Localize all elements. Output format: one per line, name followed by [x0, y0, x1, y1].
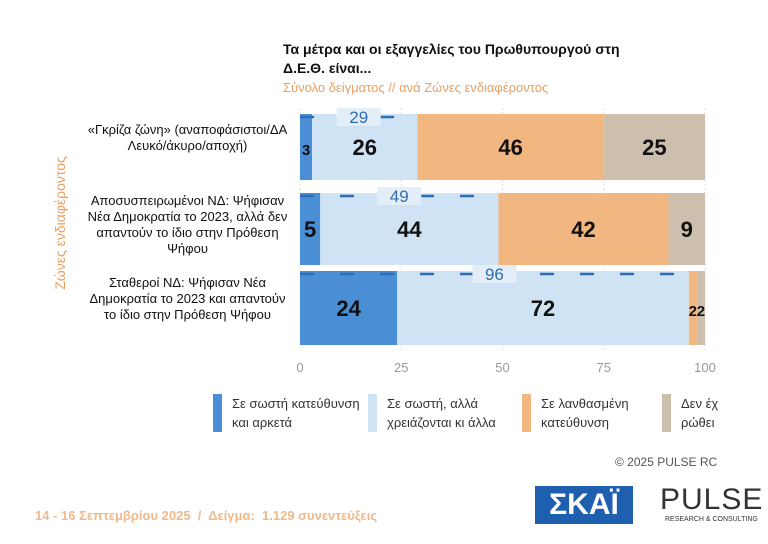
legend-swatch [368, 394, 377, 432]
legend-swatch [662, 394, 671, 432]
x-tick-label: 0 [296, 360, 303, 375]
legend-item: Δεν έχ ρώθει [662, 394, 741, 432]
category-label: Σταθεροί ΝΔ: Ψήφισαν Νέα Δημοκρατία το 2… [89, 275, 286, 322]
y-axis-label: Ζώνες ενδιαφέροντος [52, 156, 68, 290]
legend-swatch [522, 394, 531, 432]
footer: 14 - 16 Σεπτεμβρίου 2025 / Δείγμα: 1.129… [35, 508, 378, 523]
bar-segment [300, 271, 398, 345]
data-label: 24 [336, 296, 361, 321]
legend-swatch [213, 394, 222, 432]
bar-segment [498, 193, 669, 265]
logo-pulse: PULSE [660, 483, 764, 516]
category-label: Αποσυσπειρωμένοι ΝΔ: Ψήφισαν Νέα Δημοκρα… [87, 193, 288, 256]
data-label: 46 [498, 135, 522, 160]
logo-skai: ΣΚΑΪ [535, 486, 633, 524]
legend-item: Σε σωστή, αλλά χρειάζονται κι άλλα [368, 394, 517, 432]
total-label: 96 [485, 265, 504, 284]
bar-segment [300, 193, 321, 265]
data-label: 44 [397, 217, 422, 242]
x-tick-label: 25 [394, 360, 408, 375]
copyright: © 2025 PULSE RC [615, 455, 718, 469]
bar-segment [696, 271, 705, 345]
data-label: 42 [571, 217, 595, 242]
bar-segment [397, 271, 689, 345]
legend-label: Σε λανθασμένη κατεύθυνση [541, 396, 629, 430]
bar-segment [668, 193, 705, 265]
logo-pulse-sub: RESEARCH & CONSULTING [665, 516, 758, 523]
chart-title: Τα μέτρα και οι εξαγγελίες του Πρωθυπουρ… [283, 41, 620, 76]
legend-label: Σε σωστή, αλλά χρειάζονται κι άλλα [387, 396, 496, 430]
bar-segment [603, 114, 705, 180]
total-label-bg [377, 187, 422, 205]
data-label: 3 [302, 142, 310, 159]
data-label: 9 [681, 217, 693, 242]
x-tick-label: 50 [495, 360, 509, 375]
legend-item: Σε λανθασμένη κατεύθυνση [522, 394, 661, 432]
data-label: 72 [531, 296, 555, 321]
data-label: 5 [304, 217, 316, 242]
bar-segment [417, 114, 604, 180]
data-label: 26 [353, 135, 377, 160]
total-label-bg [336, 108, 381, 126]
total-label: 29 [349, 108, 368, 127]
legend-label: Σε σωστή κατεύθυνση και αρκετά [232, 396, 360, 430]
x-tick-label: 100 [694, 360, 716, 375]
data-label: 25 [642, 135, 666, 160]
total-label: 49 [390, 187, 409, 206]
data-label: 2 [697, 303, 705, 320]
legend-item: Σε σωστή κατεύθυνση και αρκετά [213, 394, 362, 432]
legend-label: Δεν έχ ρώθει [681, 396, 719, 430]
category-label: «Γκρίζα ζώνη» (αναποφάσιστοι/ΔΑ Λευκό/άκ… [87, 122, 288, 153]
x-tick-label: 75 [597, 360, 611, 375]
bar-segment [300, 114, 313, 180]
bar-segment [688, 271, 697, 345]
subtitle: Σύνολο δείγματος // ανά Ζώνες ενδιαφέρον… [283, 80, 549, 95]
total-label-bg [472, 265, 517, 283]
data-label: 2 [689, 303, 697, 320]
